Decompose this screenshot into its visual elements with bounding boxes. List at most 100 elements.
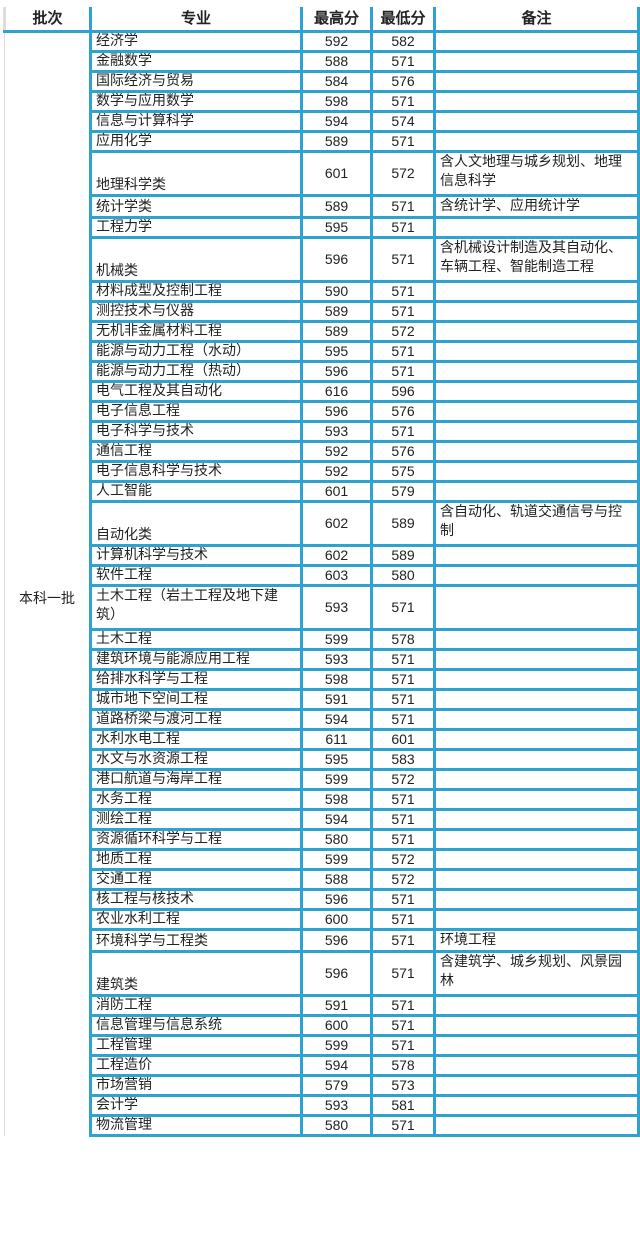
max-score-cell: 598 [300, 668, 373, 691]
note-cell [433, 1054, 640, 1077]
major-cell: 土木工程（岩土工程及地下建筑） [89, 584, 303, 631]
table-row: 软件工程 603 580 [5, 564, 640, 587]
max-score-cell: 594 [300, 808, 373, 831]
note-cell [433, 768, 640, 791]
table-row: 水文与水资源工程 595 583 [5, 748, 640, 771]
header-min-score: 最低分 [370, 7, 436, 33]
major-cell: 数学与应用数学 [89, 90, 303, 113]
table-row: 能源与动力工程（热动） 596 571 [5, 360, 640, 383]
min-score-cell: 571 [370, 1014, 436, 1037]
note-cell [433, 688, 640, 711]
max-score-cell: 616 [300, 380, 373, 403]
major-cell: 水利水电工程 [89, 728, 303, 751]
note-cell [433, 110, 640, 133]
min-score-cell: 571 [370, 828, 436, 851]
note-cell [433, 848, 640, 871]
note-cell [433, 216, 640, 239]
min-score-cell: 601 [370, 728, 436, 751]
table-row: 市场营销 579 573 [5, 1074, 640, 1097]
min-score-cell: 571 [370, 994, 436, 1017]
table-row: 无机非金属材料工程 589 572 [5, 320, 640, 343]
major-cell: 工程力学 [89, 216, 303, 239]
major-cell: 地质工程 [89, 848, 303, 871]
table-row: 电子科学与技术 593 571 [5, 420, 640, 443]
note-cell [433, 748, 640, 771]
max-score-cell: 602 [300, 500, 373, 547]
max-score-cell: 601 [300, 480, 373, 503]
note-cell [433, 400, 640, 423]
note-cell [433, 320, 640, 343]
table-row: 通信工程 592 576 [5, 440, 640, 463]
table-row: 道路桥梁与渡河工程 594 571 [5, 708, 640, 731]
table-row: 统计学类 589 571 含统计学、应用统计学 [5, 194, 640, 219]
major-cell: 统计学类 [89, 194, 303, 219]
table-row: 物流管理 580 571 [5, 1114, 640, 1137]
max-score-cell: 584 [300, 70, 373, 93]
note-cell: 含自动化、轨道交通信号与控制 [433, 500, 640, 547]
note-cell [433, 30, 640, 53]
max-score-cell: 593 [300, 420, 373, 443]
min-score-cell: 574 [370, 110, 436, 133]
major-cell: 能源与动力工程（水动） [89, 340, 303, 363]
note-cell [433, 544, 640, 567]
major-cell: 信息与计算科学 [89, 110, 303, 133]
major-cell: 土木工程 [89, 628, 303, 651]
max-score-cell: 595 [300, 216, 373, 239]
note-cell [433, 648, 640, 671]
max-score-cell: 588 [300, 868, 373, 891]
min-score-cell: 571 [370, 130, 436, 153]
max-score-cell: 599 [300, 628, 373, 651]
score-table-container: 批次 专业 最高分 最低分 备注 本科一批 经济学 592 582 金融数学 588 571… [3, 7, 640, 1137]
major-cell: 应用化学 [89, 130, 303, 153]
max-score-cell: 600 [300, 1014, 373, 1037]
note-cell [433, 994, 640, 1017]
max-score-cell: 588 [300, 50, 373, 73]
table-row: 信息管理与信息系统 600 571 [5, 1014, 640, 1037]
min-score-cell: 578 [370, 1054, 436, 1077]
min-score-cell: 571 [370, 216, 436, 239]
max-score-cell: 589 [300, 320, 373, 343]
major-cell: 核工程与核技术 [89, 888, 303, 911]
note-cell [433, 908, 640, 931]
note-cell [433, 50, 640, 73]
max-score-cell: 598 [300, 90, 373, 113]
note-cell [433, 340, 640, 363]
table-row: 电气工程及其自动化 616 596 [5, 380, 640, 403]
max-score-cell: 601 [300, 150, 373, 197]
min-score-cell: 596 [370, 380, 436, 403]
major-cell: 水文与水资源工程 [89, 748, 303, 771]
max-score-cell: 592 [300, 30, 373, 53]
note-cell [433, 584, 640, 631]
note-cell [433, 564, 640, 587]
major-cell: 无机非金属材料工程 [89, 320, 303, 343]
table-row: 测绘工程 594 571 [5, 808, 640, 831]
major-cell: 电子信息科学与技术 [89, 460, 303, 483]
min-score-cell: 572 [370, 320, 436, 343]
max-score-cell: 598 [300, 788, 373, 811]
table-row: 土木工程 599 578 [5, 628, 640, 651]
min-score-cell: 571 [370, 236, 436, 283]
major-cell: 国际经济与贸易 [89, 70, 303, 93]
note-cell: 含建筑学、城乡规划、风景园林 [433, 950, 640, 997]
max-score-cell: 591 [300, 994, 373, 1017]
note-cell: 含机械设计制造及其自动化、车辆工程、智能制造工程 [433, 236, 640, 283]
major-cell: 道路桥梁与渡河工程 [89, 708, 303, 731]
major-cell: 机械类 [89, 236, 303, 283]
note-cell [433, 828, 640, 851]
max-score-cell: 595 [300, 748, 373, 771]
table-row: 建筑类 596 571 含建筑学、城乡规划、风景园林 [5, 950, 640, 997]
major-cell: 人工智能 [89, 480, 303, 503]
table-row: 电子信息科学与技术 592 575 [5, 460, 640, 483]
table-row: 工程力学 595 571 [5, 216, 640, 239]
major-cell: 资源循环科学与工程 [89, 828, 303, 851]
table-row: 城市地下空间工程 591 571 [5, 688, 640, 711]
table-row: 金融数学 588 571 [5, 50, 640, 73]
major-cell: 农业水利工程 [89, 908, 303, 931]
table-row: 应用化学 589 571 [5, 130, 640, 153]
major-cell: 电气工程及其自动化 [89, 380, 303, 403]
max-score-cell: 591 [300, 688, 373, 711]
min-score-cell: 572 [370, 848, 436, 871]
max-score-cell: 594 [300, 110, 373, 133]
major-cell: 地理科学类 [89, 150, 303, 197]
max-score-cell: 589 [300, 300, 373, 323]
